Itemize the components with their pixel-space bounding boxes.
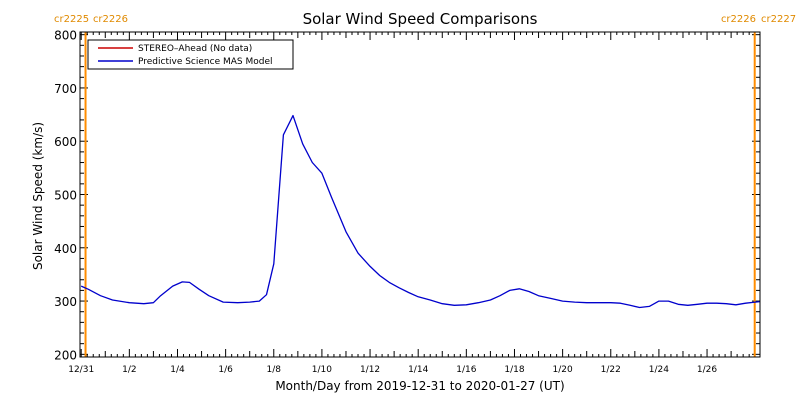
legend: STEREO–Ahead (No data) Predictive Scienc… xyxy=(87,39,294,70)
x-tick-label: 1/18 xyxy=(504,365,524,375)
x-tick-label: 1/16 xyxy=(456,365,476,375)
x-tick-label: 12/31 xyxy=(68,365,94,375)
plot-frame xyxy=(79,31,761,358)
x-axis-label: Month/Day from 2019-12-31 to 2020-01-27 … xyxy=(275,379,564,393)
x-tick-label: 1/8 xyxy=(267,365,282,375)
x-tick-label: 1/12 xyxy=(360,365,380,375)
chart-title: Solar Wind Speed Comparisons xyxy=(303,10,538,28)
x-tick-label: 1/20 xyxy=(553,365,573,375)
carrington-label-right-next: cr2227 xyxy=(761,14,796,25)
carrington-label-right-prev: cr2226 xyxy=(721,14,756,25)
carrington-marker-layer xyxy=(84,32,756,357)
y-tick-label: 400 xyxy=(54,242,77,256)
x-tick-label: 1/10 xyxy=(312,365,332,375)
tick-layer: 200 300 400 500 600 700 800 12/31 1/2 1/4 1/6 1/8 1/… xyxy=(54,29,760,375)
y-tick-label: 300 xyxy=(54,295,77,309)
series-line-mas-model xyxy=(80,114,761,309)
y-tick-label: 800 xyxy=(54,29,77,43)
x-tick-label: 1/6 xyxy=(218,365,233,375)
carrington-label-left-prev: cr2225 xyxy=(54,14,89,25)
x-tick-label: 1/14 xyxy=(408,365,428,375)
x-tick-label: 1/2 xyxy=(122,365,136,375)
series-layer xyxy=(80,114,761,309)
x-tick-label: 1/26 xyxy=(697,365,717,375)
y-tick-label: 500 xyxy=(54,189,77,203)
legend-label-stereo-ahead: STEREO–Ahead (No data) xyxy=(138,44,252,54)
legend-box xyxy=(87,39,294,70)
y-tick-label: 200 xyxy=(54,348,77,362)
x-tick-label: 1/24 xyxy=(649,365,669,375)
y-tick-label: 700 xyxy=(54,82,77,96)
carrington-label-left-next: cr2226 xyxy=(93,14,128,25)
legend-label-mas-model: Predictive Science MAS Model xyxy=(138,57,273,67)
y-tick-label: 600 xyxy=(54,135,77,149)
x-tick-label: 1/4 xyxy=(170,365,185,375)
x-tick-label: 1/22 xyxy=(601,365,621,375)
y-axis-label: Solar Wind Speed (km/s) xyxy=(31,122,45,270)
